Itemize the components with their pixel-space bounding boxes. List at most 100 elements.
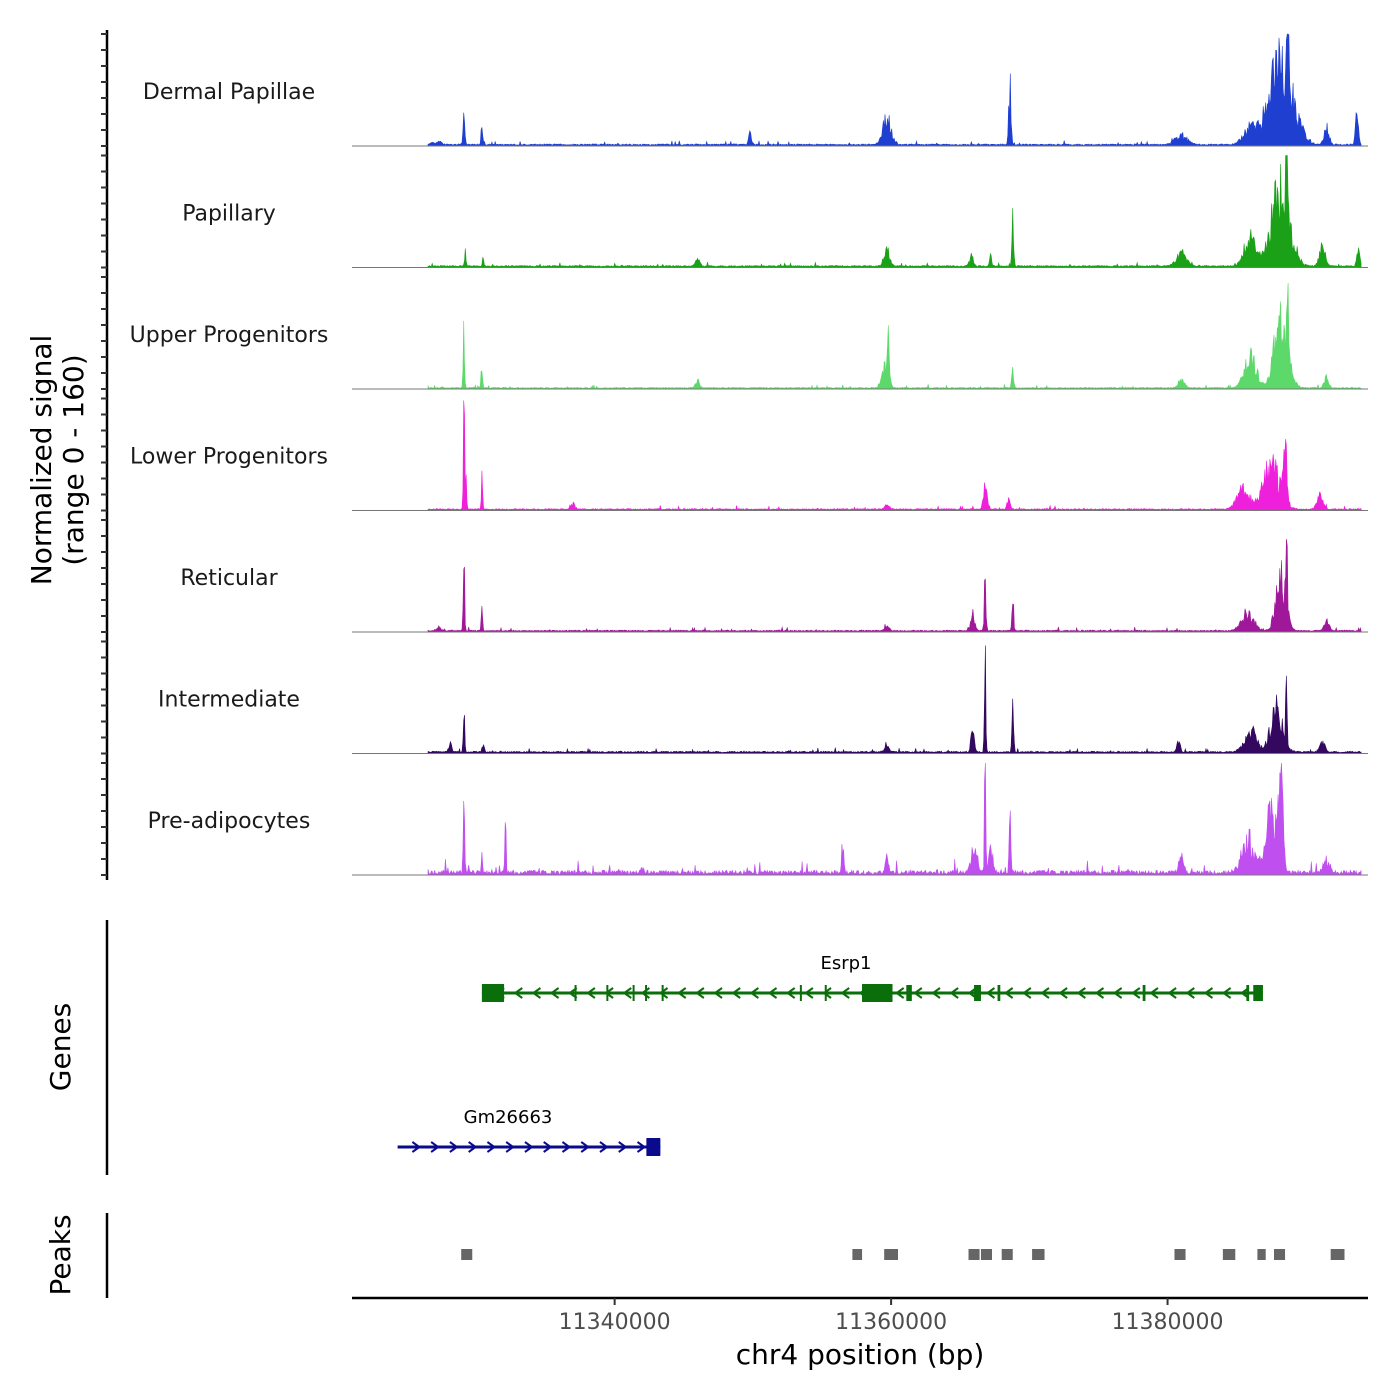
strand-arrow [1094,987,1105,999]
exon [1142,985,1146,1001]
genes-track-title: Genes [44,1003,77,1091]
x-axis-ticks: 11340000 11360000 11380000 [559,1298,1224,1335]
gene-model: Gm26663 [397,1107,661,1156]
strand-arrow [1185,987,1195,999]
strand-arrow [822,987,832,999]
exon [824,985,827,1001]
strand-arrow [531,987,542,999]
strand-arrow [580,1141,590,1153]
exon [974,985,981,1001]
strand-arrow [561,1141,572,1153]
strand-arrow [1131,987,1141,999]
coding-exon [862,984,893,1002]
strand-arrow [618,1141,628,1153]
peak-region [1330,1249,1345,1260]
exon [997,985,1001,1001]
x-tick-label: 11380000 [1112,1310,1224,1335]
coverage-y-ticks [101,33,107,876]
exon [574,985,577,1001]
strand-arrow [785,987,796,999]
strand-arrow [931,987,941,999]
coverage-tracks: Dermal Papillae Papillary Upper Progenitor… [130,33,1368,876]
strand-arrow [913,987,923,999]
exon [1246,985,1250,1001]
exon [799,985,802,1001]
coverage-signal [427,33,1362,147]
strand-arrow [599,1141,609,1153]
coverage-signal [427,762,1362,876]
strand-arrow [1167,987,1177,999]
exon [1253,985,1263,1001]
strand-arrow [640,987,650,999]
coverage-track: Lower Progenitors [130,400,1368,511]
coverage-track: Dermal Papillae [143,33,1368,147]
strand-arrow [695,987,705,999]
strand-arrow [1040,987,1050,999]
strand-arrow [894,987,905,999]
strand-arrow [985,987,996,999]
track-label: Lower Progenitors [130,445,328,470]
track-label: Pre-adipocytes [148,809,311,834]
x-axis: 11340000 11360000 11380000 chr4 position (… [352,1296,1368,1371]
strand-arrow [967,987,977,999]
x-axis-title: chr4 position (bp) [736,1338,985,1371]
peak-region [1032,1249,1045,1260]
strand-arrow [840,987,850,999]
coverage-track: Pre-adipocytes [148,762,1368,876]
strand-arrow [749,987,759,999]
strand-arrow [411,1141,422,1153]
strand-arrow [1149,987,1159,999]
gene-models: Esrp1 Gm26663 [397,953,1263,1156]
strand-arrow [731,987,741,999]
strand-arrow [804,987,814,999]
coding-exon [481,984,505,1002]
gene-label: Esrp1 [820,953,871,974]
strand-arrow [513,987,523,999]
strand-arrow [1022,987,1032,999]
peaks-section: Peaks [44,1213,1345,1298]
coding-exon [646,1138,661,1156]
exon [645,985,648,1001]
strand-arrow [430,1141,440,1153]
coverage-y-axis-range: (range 0 - 160) [57,354,90,565]
peaks-track-title: Peaks [44,1214,77,1295]
coverage-signal [427,645,1362,754]
peak-regions [461,1249,1345,1260]
exon [632,985,635,1001]
peak-region [1274,1249,1286,1260]
strand-arrow [622,987,632,999]
coverage-y-axis-title: Normalized signal [25,335,58,586]
peak-region [852,1249,863,1260]
genes-section: Genes Esrp1 Gm26663 [44,920,1263,1175]
strand-arrow [486,1141,497,1153]
strand-arrow [568,987,578,999]
strand-arrow [1003,987,1014,999]
exon [906,985,912,1001]
track-label: Papillary [182,202,276,227]
strand-arrow [604,987,614,999]
strand-arrow [713,987,723,999]
exon [606,985,609,1001]
gene-label: Gm26663 [464,1107,553,1128]
strand-arrow [767,987,778,999]
coverage-section: Normalized signal (range 0 - 160) Dermal… [25,30,1368,880]
strand-arrow [1076,987,1086,999]
peak-region [980,1249,993,1260]
strand-arrow [505,1141,515,1153]
strand-arrow [1058,987,1068,999]
strand-arrow [468,1141,478,1153]
gene-model: Esrp1 [481,953,1263,1002]
strand-arrow [1203,987,1214,999]
peak-region [1257,1249,1266,1260]
strand-arrow [543,1141,553,1153]
exon [661,985,664,1001]
strand-arrow [1112,987,1123,999]
peak-region [1222,1249,1236,1260]
peak-region [1174,1249,1186,1260]
strand-arrow [586,987,596,999]
strand-arrow [677,987,687,999]
peak-region [1001,1249,1013,1260]
track-label: Reticular [180,566,278,591]
peak-region [461,1249,473,1260]
